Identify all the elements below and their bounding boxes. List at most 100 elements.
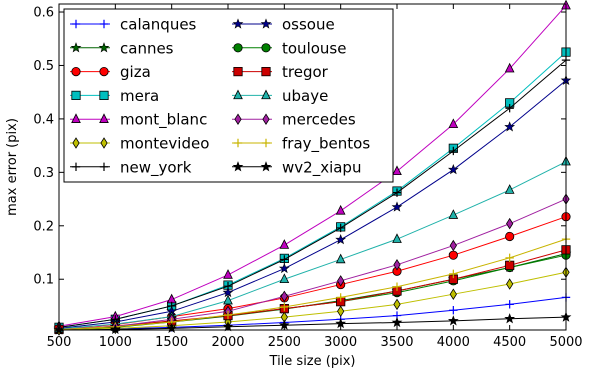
data-point-fray_bentos [280, 302, 289, 312]
series-line-tregor [58, 249, 567, 330]
legend-marker [99, 19, 109, 29]
x-tick-label: 500 [47, 335, 72, 350]
legend-entry-tregor: tregor [232, 63, 329, 81]
legend-entry-calanques: calanques [70, 16, 197, 34]
legend-label: cannes [120, 39, 174, 57]
data-point-ubaye [223, 294, 233, 305]
legend-label: wv2_xiapu [282, 158, 361, 177]
legend-marker [233, 138, 243, 148]
legend-label: ossoue [282, 16, 335, 34]
series-line-giza [58, 216, 567, 330]
data-point-mont_blanc [392, 165, 402, 176]
data-point-new_york [392, 188, 402, 197]
data-point-mont_blanc [448, 118, 459, 129]
data-point-ossoue [391, 201, 403, 212]
legend-label: toulouse [282, 39, 346, 57]
data-point-wv2_xiapu [504, 313, 516, 324]
legend-label: montevideo [120, 135, 209, 153]
data-point-mercedes [393, 259, 401, 271]
data-point-fray_bentos [505, 253, 514, 263]
y-tick-label: 0.1 [33, 273, 54, 288]
data-point-montevideo [337, 305, 345, 318]
legend-entry-mera: mera [70, 87, 159, 105]
legend-label: fray_bentos [282, 135, 370, 154]
legend-marker [261, 89, 271, 100]
legend-entry-fray_bentos: fray_bentos [232, 135, 370, 154]
series-line-ubaye [58, 161, 567, 330]
legend-marker [71, 90, 81, 100]
data-point-ubaye [335, 253, 346, 264]
data-point-fray_bentos [392, 282, 402, 291]
data-point-ossoue [447, 164, 459, 175]
legend-marker [99, 113, 109, 123]
legend-marker [99, 90, 109, 100]
legend-marker [98, 42, 110, 53]
data-point-giza [448, 250, 458, 260]
axis-ticks [58, 4, 567, 330]
data-point-ubaye [504, 184, 515, 194]
y-tick-label: 0.5 [33, 59, 54, 74]
x-tick-label: 2500 [268, 335, 301, 350]
x-tick-label: 1000 [99, 335, 132, 350]
legend-label: tregor [282, 63, 329, 81]
legend-marker [233, 43, 243, 53]
legend-marker [232, 18, 244, 29]
data-point-fray_bentos [336, 293, 345, 302]
legend-marker [100, 137, 108, 149]
legend-marker [71, 67, 81, 77]
data-point-montevideo [506, 278, 514, 290]
data-point-mont_blanc [223, 269, 233, 279]
legend-entry-cannes: cannes [70, 39, 174, 57]
data-point-fray_bentos [223, 310, 233, 320]
legend-marker [260, 161, 272, 172]
legend-marker [261, 138, 271, 148]
legend-marker [72, 137, 80, 149]
data-point-montevideo [393, 298, 401, 311]
x-tick-label: 5000 [549, 335, 582, 350]
data-point-mercedes [506, 217, 514, 230]
legend-label: mera [120, 87, 159, 105]
series-line-fray_bentos [58, 238, 567, 330]
plot-lines [53, 0, 572, 336]
legend-marker [70, 42, 82, 53]
legend: calanques cannes giza mera mont_blancmontevi… [63, 8, 394, 183]
legend-label: giza [120, 63, 151, 81]
data-point-wv2_xiapu [391, 316, 403, 328]
data-point-giza [505, 231, 515, 242]
data-point-mercedes [449, 239, 457, 252]
legend-entry-ossoue: ossoue [232, 16, 335, 34]
data-point-mont_blanc [279, 239, 290, 249]
legend-label: new_york [120, 158, 192, 177]
data-point-new_york [505, 104, 514, 113]
data-point-mercedes [337, 275, 345, 287]
plot-frame [58, 3, 567, 331]
y-tick-label: 0.4 [33, 112, 54, 127]
legend-box [63, 8, 394, 183]
x-tick-label: 3000 [324, 335, 357, 350]
series-line-montevideo [58, 271, 567, 331]
x-tick-label: 2000 [211, 335, 244, 350]
legend-marker [99, 67, 109, 77]
x-axis-title: Tile size (pix) [269, 354, 356, 369]
legend-marker [233, 67, 243, 77]
series-line-new_york [58, 59, 567, 328]
legend-marker [71, 162, 81, 171]
y-axis-title: max error (pix) [5, 118, 20, 216]
data-point-new_york [449, 146, 458, 156]
data-point-fray_bentos [449, 269, 458, 279]
legend-entry-toulouse: toulouse [232, 39, 346, 57]
legend-marker [99, 162, 109, 171]
legend-marker [71, 113, 81, 123]
data-point-ubaye [279, 273, 290, 283]
data-point-ossoue [335, 234, 347, 245]
legend-marker [233, 89, 243, 100]
legend-marker [261, 67, 271, 77]
legend-entry-mont_blanc: mont_blanc [70, 111, 207, 130]
legend-label: calanques [120, 16, 197, 34]
data-point-ubaye [392, 233, 402, 243]
legend-marker [261, 43, 271, 53]
data-point-montevideo [449, 288, 457, 300]
data-point-mercedes [280, 290, 288, 303]
legend-entry-wv2_xiapu: wv2_xiapu [232, 158, 361, 177]
